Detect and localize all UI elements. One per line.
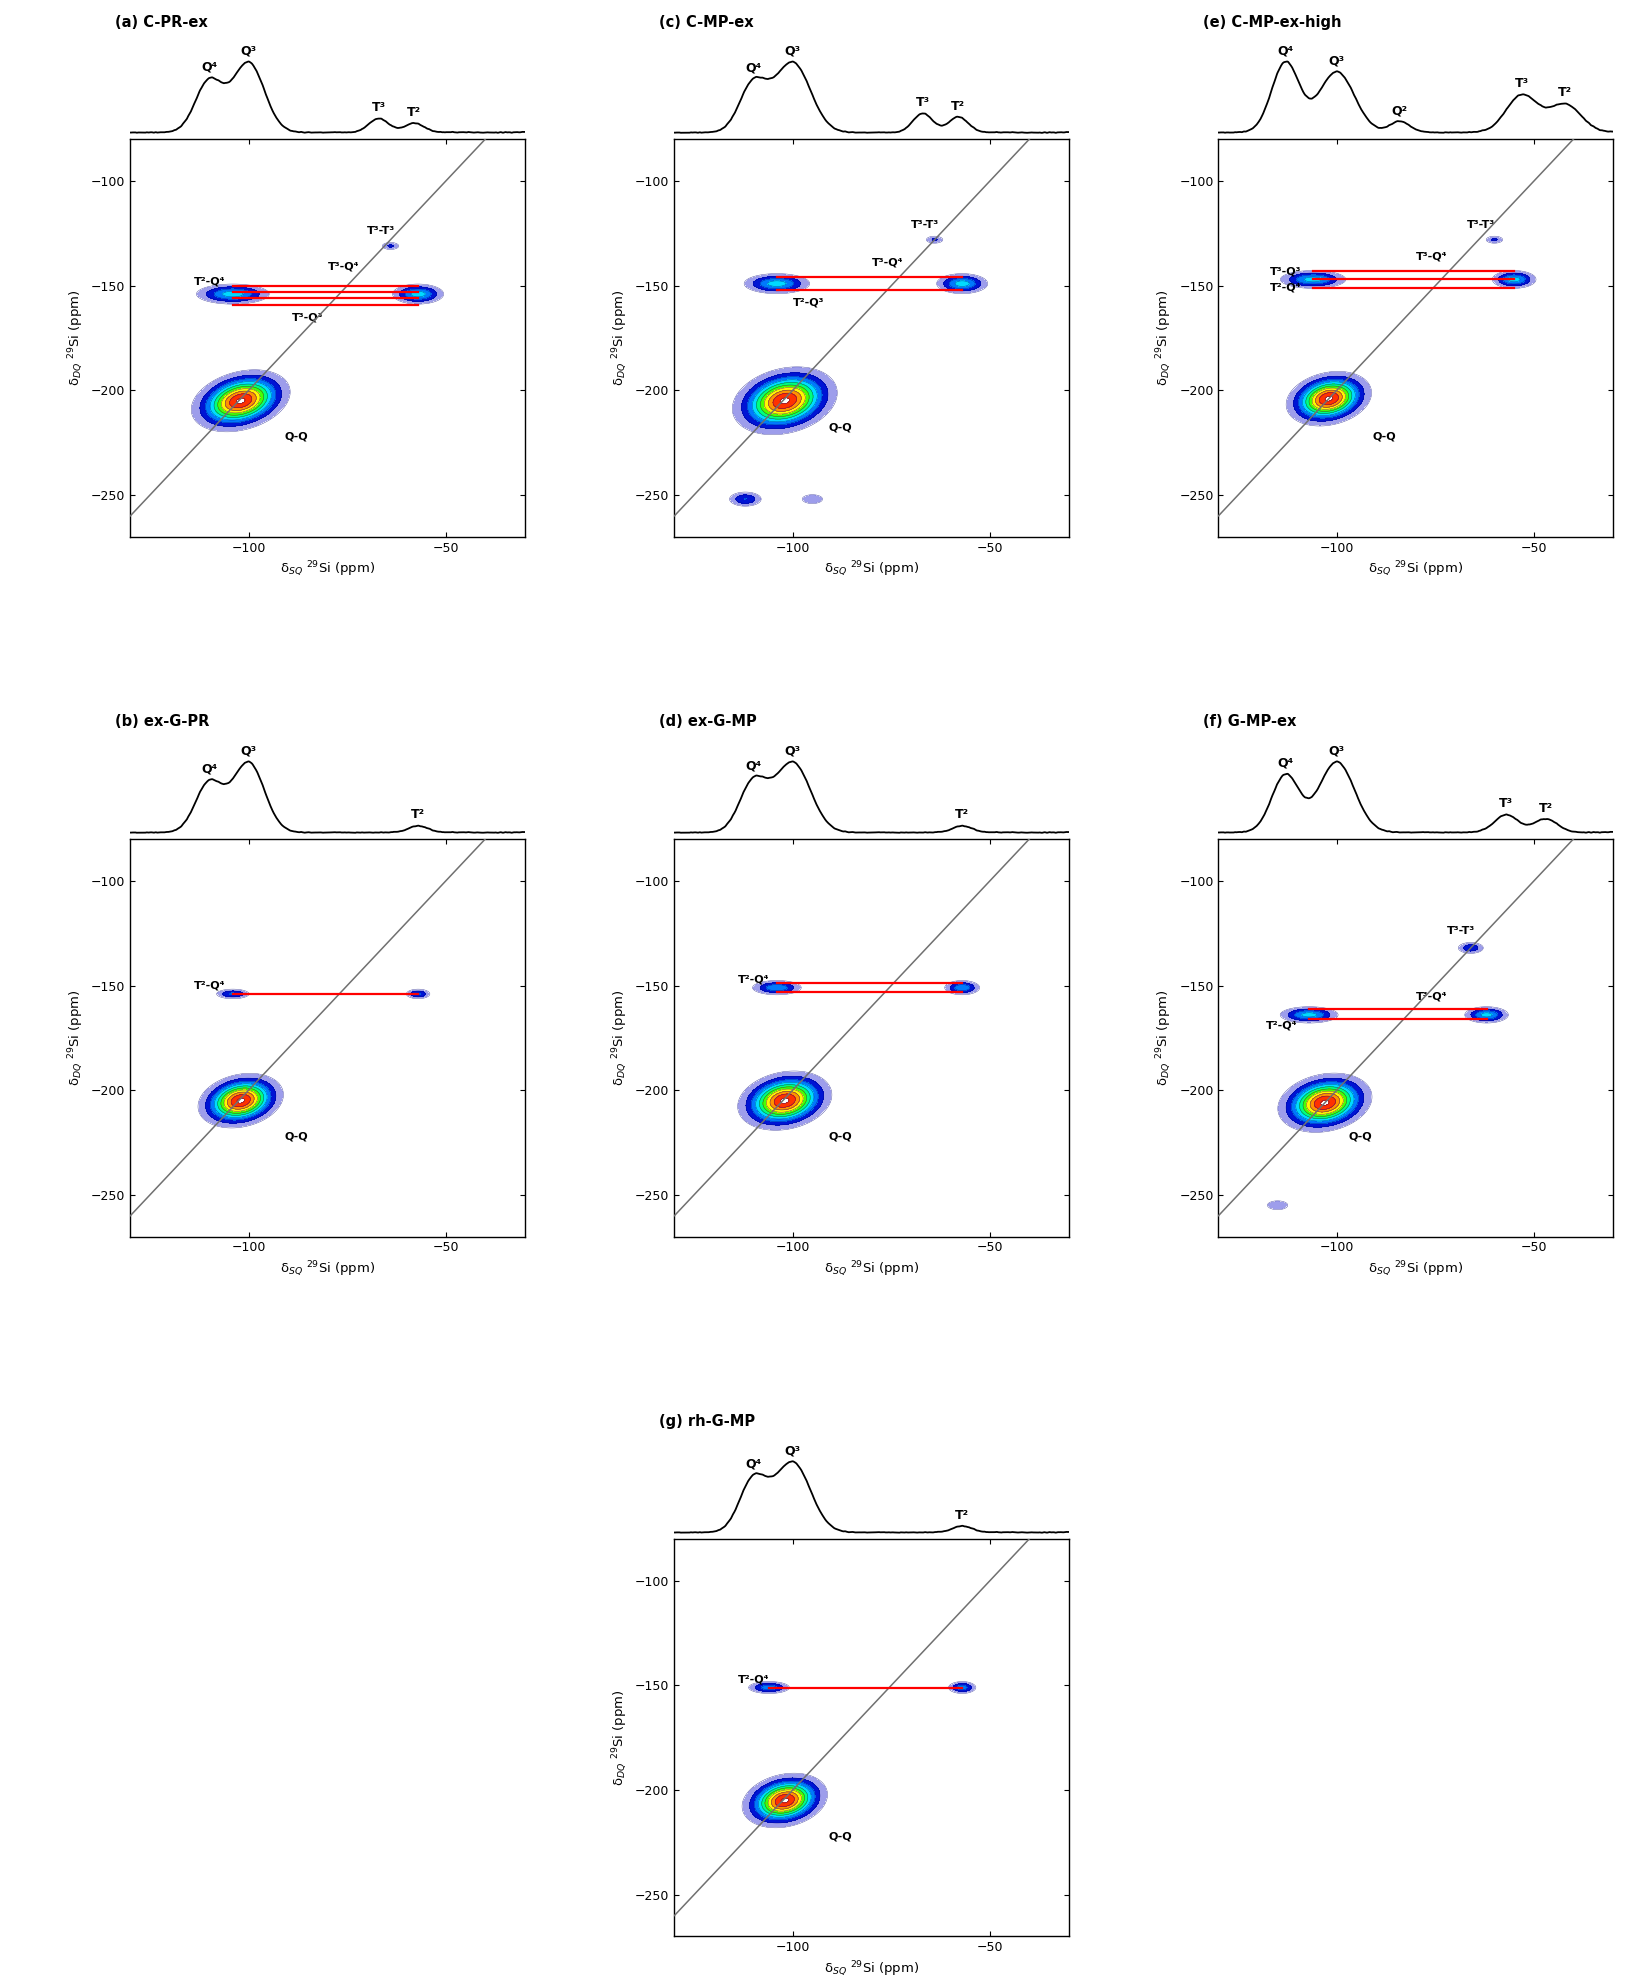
Y-axis label: δ$_{DQ}$ $^{29}$Si (ppm): δ$_{DQ}$ $^{29}$Si (ppm): [1155, 990, 1173, 1087]
Text: T³: T³: [1499, 796, 1513, 810]
Text: Q³: Q³: [241, 43, 257, 57]
Text: T²: T²: [411, 808, 425, 822]
Y-axis label: δ$_{DQ}$ $^{29}$Si (ppm): δ$_{DQ}$ $^{29}$Si (ppm): [67, 990, 86, 1087]
Text: Q⁴: Q⁴: [744, 61, 761, 73]
Text: Q²: Q²: [1391, 105, 1407, 117]
Text: Q⁴: Q⁴: [744, 759, 761, 773]
Text: Q-Q: Q-Q: [1372, 431, 1396, 441]
Y-axis label: δ$_{DQ}$ $^{29}$Si (ppm): δ$_{DQ}$ $^{29}$Si (ppm): [611, 1689, 629, 1786]
Text: (g) rh-G-MP: (g) rh-G-MP: [658, 1415, 754, 1429]
Text: T³-T³: T³-T³: [367, 227, 396, 237]
Y-axis label: δ$_{DQ}$ $^{29}$Si (ppm): δ$_{DQ}$ $^{29}$Si (ppm): [1155, 290, 1173, 385]
Text: T³: T³: [1515, 77, 1530, 91]
X-axis label: δ$_{SQ}$ $^{29}$Si (ppm): δ$_{SQ}$ $^{29}$Si (ppm): [824, 559, 919, 579]
Text: T²: T²: [955, 1508, 969, 1522]
Text: T³-T³: T³-T³: [1447, 927, 1476, 937]
Text: (f) G-MP-ex: (f) G-MP-ex: [1202, 715, 1297, 729]
Text: Q³: Q³: [785, 745, 801, 757]
Text: T³-T³: T³-T³: [911, 219, 940, 229]
Text: T³-T³: T³-T³: [1466, 219, 1495, 229]
Text: Q³: Q³: [1329, 53, 1346, 67]
Text: (d) ex-G-MP: (d) ex-G-MP: [658, 715, 756, 729]
X-axis label: δ$_{SQ}$ $^{29}$Si (ppm): δ$_{SQ}$ $^{29}$Si (ppm): [1368, 1261, 1463, 1278]
X-axis label: δ$_{SQ}$ $^{29}$Si (ppm): δ$_{SQ}$ $^{29}$Si (ppm): [824, 1261, 919, 1278]
Text: T²: T²: [1539, 802, 1552, 814]
Text: T²: T²: [955, 808, 969, 822]
Text: Q⁴: Q⁴: [200, 61, 217, 73]
Text: T²-Q⁴: T²-Q⁴: [194, 277, 225, 287]
Text: T³-Q³: T³-Q³: [1269, 267, 1302, 277]
Text: Q⁴: Q⁴: [744, 1458, 761, 1470]
Text: Q³: Q³: [785, 1444, 801, 1456]
Text: Q³: Q³: [785, 43, 801, 57]
Text: T²-Q⁴: T²-Q⁴: [738, 974, 769, 984]
Text: T²: T²: [407, 107, 422, 119]
Y-axis label: δ$_{DQ}$ $^{29}$Si (ppm): δ$_{DQ}$ $^{29}$Si (ppm): [67, 290, 86, 385]
Text: T²-Q⁴: T²-Q⁴: [1269, 283, 1302, 292]
Text: T³-Q⁴: T³-Q⁴: [327, 263, 358, 273]
X-axis label: δ$_{SQ}$ $^{29}$Si (ppm): δ$_{SQ}$ $^{29}$Si (ppm): [1368, 559, 1463, 579]
Text: (a) C-PR-ex: (a) C-PR-ex: [114, 14, 207, 30]
Text: T²-Q³: T²-Q³: [793, 298, 824, 308]
Text: T³-Q³: T³-Q³: [292, 312, 324, 322]
Text: Q⁴: Q⁴: [200, 763, 217, 775]
Text: (b) ex-G-PR: (b) ex-G-PR: [114, 715, 209, 729]
Text: Q-Q: Q-Q: [828, 1130, 852, 1142]
Text: T²-Q⁴: T²-Q⁴: [1266, 1020, 1297, 1029]
Text: T²-Q⁴: T²-Q⁴: [738, 1674, 769, 1684]
Text: (e) C-MP-ex-high: (e) C-MP-ex-high: [1202, 14, 1341, 30]
Text: Q-Q: Q-Q: [828, 423, 852, 433]
Text: T²-Q⁴: T²-Q⁴: [194, 980, 225, 990]
Text: Q-Q: Q-Q: [828, 1832, 852, 1842]
Text: Q⁴: Q⁴: [1277, 757, 1293, 771]
Text: Q-Q: Q-Q: [283, 431, 308, 441]
Text: Q³: Q³: [1329, 745, 1346, 757]
Text: (c) C-MP-ex: (c) C-MP-ex: [658, 14, 753, 30]
Text: Q-Q: Q-Q: [1349, 1130, 1372, 1142]
Text: Q⁴: Q⁴: [1277, 45, 1293, 57]
Text: T³: T³: [915, 97, 930, 109]
Text: T³-Q⁴: T³-Q⁴: [1416, 992, 1447, 1002]
Text: T³: T³: [371, 101, 386, 115]
X-axis label: δ$_{SQ}$ $^{29}$Si (ppm): δ$_{SQ}$ $^{29}$Si (ppm): [824, 1960, 919, 1976]
X-axis label: δ$_{SQ}$ $^{29}$Si (ppm): δ$_{SQ}$ $^{29}$Si (ppm): [280, 1261, 375, 1278]
Text: T²: T²: [951, 99, 966, 113]
Y-axis label: δ$_{DQ}$ $^{29}$Si (ppm): δ$_{DQ}$ $^{29}$Si (ppm): [611, 990, 629, 1087]
Text: Q³: Q³: [241, 745, 257, 757]
X-axis label: δ$_{SQ}$ $^{29}$Si (ppm): δ$_{SQ}$ $^{29}$Si (ppm): [280, 559, 375, 579]
Text: Q-Q: Q-Q: [283, 1130, 308, 1142]
Y-axis label: δ$_{DQ}$ $^{29}$Si (ppm): δ$_{DQ}$ $^{29}$Si (ppm): [611, 290, 629, 385]
Text: T³-Q⁴: T³-Q⁴: [872, 257, 902, 267]
Text: T³-Q⁴: T³-Q⁴: [1416, 251, 1447, 261]
Text: T²: T²: [1559, 87, 1572, 99]
